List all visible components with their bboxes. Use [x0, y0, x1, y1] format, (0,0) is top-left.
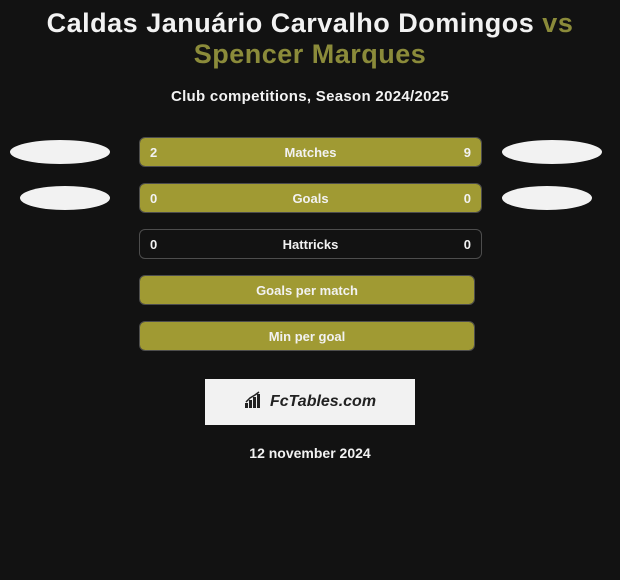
- stat-label: Matches: [140, 138, 481, 167]
- stat-right-value: 0: [464, 230, 471, 259]
- stat-label: Goals per match: [140, 276, 474, 305]
- stat-right-value: 9: [464, 138, 471, 167]
- chart-icon: [244, 391, 266, 414]
- stat-row: 0Goals0: [0, 183, 620, 213]
- stat-label: Hattricks: [140, 230, 481, 259]
- player2-name: Spencer Marques: [194, 39, 427, 69]
- stat-right-value: 0: [464, 184, 471, 213]
- footer-brand-box: FcTables.com: [205, 379, 415, 425]
- stat-bar: Min per goal: [139, 321, 475, 351]
- brand-text: FcTables.com: [270, 393, 376, 411]
- right-ellipse: [502, 186, 592, 210]
- right-ellipse: [502, 140, 602, 164]
- date-text: 12 november 2024: [0, 445, 620, 461]
- stat-bar: 2Matches9: [139, 137, 482, 167]
- left-ellipse: [10, 140, 110, 164]
- subtitle: Club competitions, Season 2024/2025: [0, 88, 620, 105]
- left-ellipse: [20, 186, 110, 210]
- title: Caldas Januário Carvalho Domingos vs Spe…: [0, 8, 620, 70]
- stat-row: 0Hattricks0: [0, 229, 620, 259]
- stat-bar: 0Goals0: [139, 183, 482, 213]
- stat-row: 2Matches9: [0, 137, 620, 167]
- stat-label: Goals: [140, 184, 481, 213]
- comparison-card: Caldas Januário Carvalho Domingos vs Spe…: [0, 0, 620, 461]
- stat-row: Min per goal: [0, 321, 620, 351]
- vs-label: vs: [542, 8, 573, 38]
- stat-bar: Goals per match: [139, 275, 475, 305]
- stat-row: Goals per match: [0, 275, 620, 305]
- stat-rows: 2Matches90Goals00Hattricks0Goals per mat…: [0, 137, 620, 351]
- stat-label: Min per goal: [140, 322, 474, 351]
- player1-name: Caldas Januário Carvalho Domingos: [47, 8, 535, 38]
- stat-bar: 0Hattricks0: [139, 229, 482, 259]
